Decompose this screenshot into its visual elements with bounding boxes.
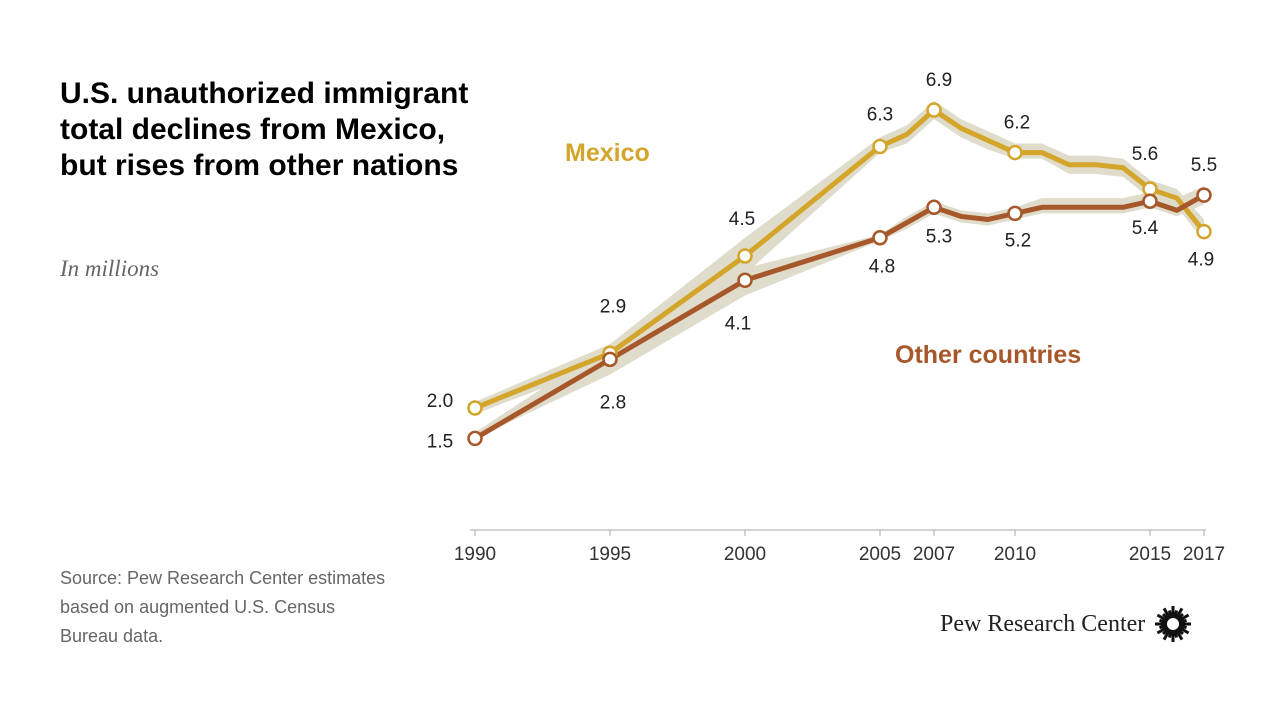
data-label-mexico-2000: 4.5 [729, 209, 755, 230]
x-tick-label: 2005 [859, 544, 901, 565]
data-point-other-1995 [602, 351, 618, 368]
series-lines [473, 107, 1206, 441]
brand-footer: Pew Research Center [940, 604, 1193, 644]
data-labels: 2.0 2.9 4.5 6.3 6.9 6.2 5.6 4.9 1.5 2.8 4.1 4.8 5.3 5… [427, 70, 1217, 452]
data-point-mexico-2000 [737, 248, 753, 264]
data-label-other-2017: 5.5 [1191, 155, 1217, 176]
data-label-mexico-2010: 6.2 [1004, 113, 1030, 134]
data-point-other-2005 [872, 229, 888, 246]
data-label-mexico-2015: 5.6 [1132, 144, 1158, 165]
data-point-other-2007 [926, 199, 942, 216]
chart-subtitle: In millions [60, 256, 160, 281]
data-point-mexico-2007 [926, 102, 942, 118]
data-point-other-1990 [467, 430, 483, 447]
x-tick-label: 1995 [589, 544, 631, 565]
pew-logo-icon [1155, 606, 1192, 642]
x-tick-label: 2000 [724, 544, 766, 565]
confidence-bands [475, 100, 1204, 439]
series-line-other-countries [473, 192, 1206, 441]
x-tick-label: 2015 [1129, 544, 1171, 565]
data-markers [467, 102, 1212, 447]
data-point-mexico-2010 [1007, 144, 1023, 161]
band-other-countries [475, 186, 1204, 439]
chart-title: U.S. unauthorized immigrant total declin… [60, 77, 469, 182]
data-point-other-2010 [1007, 205, 1023, 222]
data-label-other-2005: 4.8 [869, 257, 895, 278]
data-point-other-2000 [737, 272, 753, 289]
data-label-other-2007: 5.3 [926, 226, 952, 247]
source-note: Source: Pew Research Center estimates ba… [60, 568, 386, 646]
x-axis: 1990 1995 2000 2005 2007 2010 2015 2017 [454, 529, 1225, 565]
data-label-mexico-1995: 2.9 [600, 296, 626, 317]
series-line-mexico [474, 107, 1206, 411]
data-label-other-1990: 1.5 [427, 431, 453, 452]
data-point-mexico-2005 [872, 138, 888, 155]
data-label-mexico-2017: 4.9 [1188, 250, 1214, 271]
data-label-other-2015: 5.4 [1132, 218, 1159, 239]
data-label-mexico-2005: 6.3 [867, 104, 893, 125]
x-tick-label: 2010 [994, 544, 1036, 565]
data-point-mexico-2017 [1196, 223, 1212, 240]
data-point-mexico-1990 [467, 400, 483, 416]
brand-name: Pew Research Center [940, 610, 1146, 637]
data-label-mexico-1990: 2.0 [427, 391, 453, 412]
data-label-other-2000: 4.1 [725, 313, 751, 334]
x-tick-label: 2007 [913, 544, 955, 565]
band-mexico [475, 100, 1204, 415]
series-label-mexico: Mexico [565, 139, 650, 167]
series-label-other-countries: Other countries [895, 341, 1081, 369]
data-point-other-2017 [1196, 187, 1212, 203]
data-label-mexico-2007: 6.9 [926, 70, 952, 91]
data-point-other-2015 [1142, 193, 1158, 209]
x-tick-label: 2017 [1183, 544, 1225, 565]
data-label-other-1995: 2.8 [600, 392, 626, 413]
data-label-other-2010: 5.2 [1005, 230, 1031, 251]
x-tick-label: 1990 [454, 544, 496, 565]
